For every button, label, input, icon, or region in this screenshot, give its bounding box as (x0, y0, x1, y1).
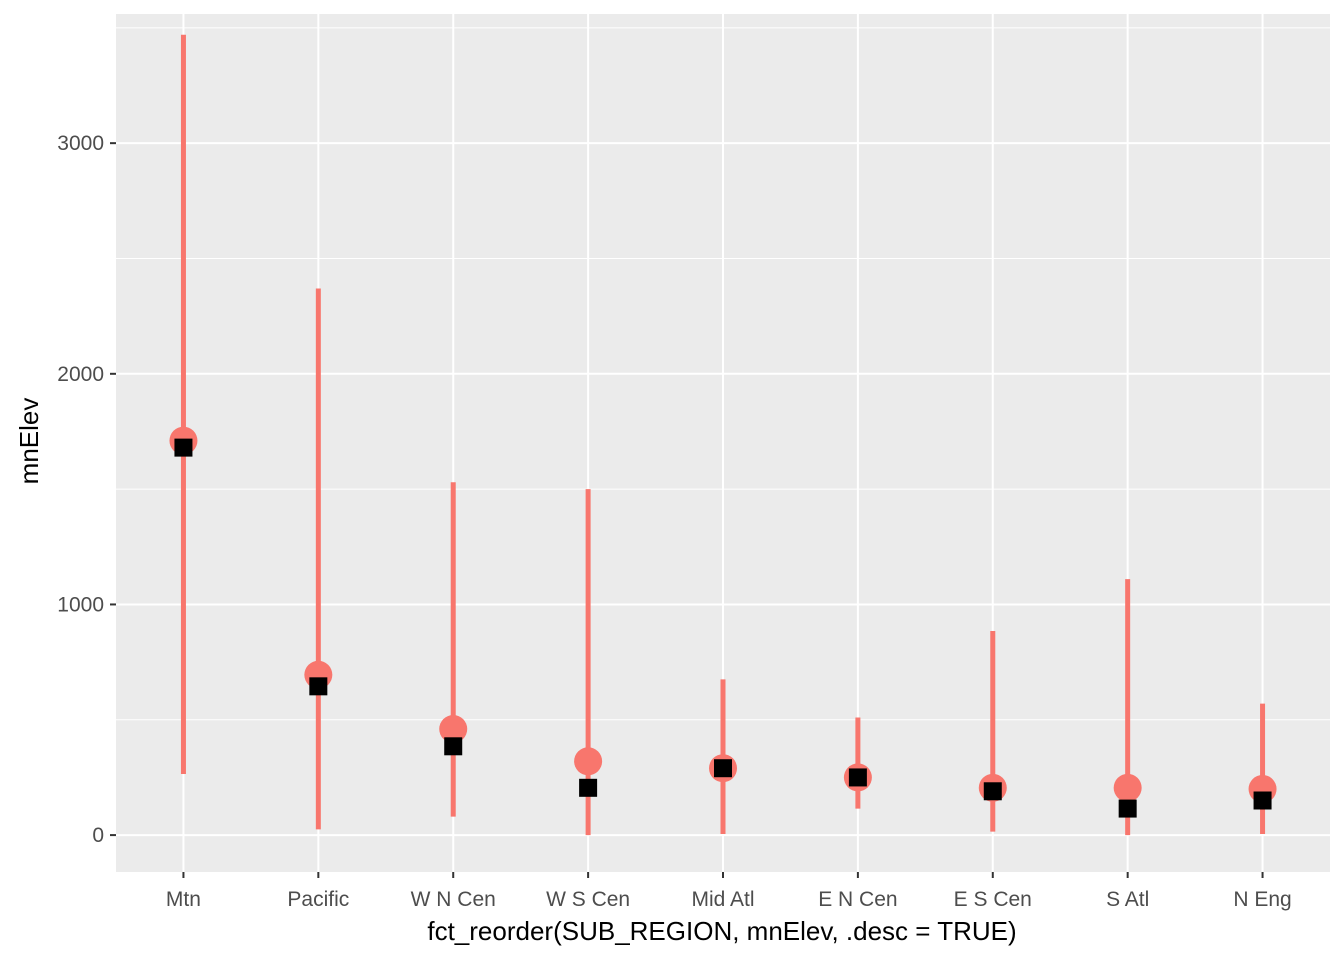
square-point (983, 782, 1002, 801)
square-point (444, 737, 463, 756)
mean-point (574, 747, 603, 776)
square-points (174, 438, 1272, 818)
x-axis-title: fct_reorder(SUB_REGION, mnElev, .desc = … (427, 916, 1016, 946)
x-tick-label: N Eng (1233, 888, 1291, 911)
x-tick-label: Mtn (166, 888, 201, 911)
x-tick-label: W S Cen (546, 888, 630, 911)
square-point (848, 768, 867, 787)
mean-point (439, 715, 468, 743)
x-tick-label: E N Cen (818, 888, 897, 911)
square-point (1118, 799, 1137, 818)
y-axis-title: mnElev (14, 398, 44, 485)
square-point (579, 778, 598, 797)
x-tick-label: Pacific (287, 888, 349, 911)
x-tick-label: Mid Atl (691, 888, 754, 911)
mean-point (1113, 773, 1142, 802)
square-point (1253, 791, 1272, 810)
y-tick-label: 1000 (57, 593, 104, 616)
x-axis: Mtn Pacific W N Cen W S Cen Mid Atl E N Cen E … (166, 872, 1292, 911)
x-tick-label: W N Cen (411, 888, 496, 911)
x-tick-label: S Atl (1106, 888, 1149, 911)
y-tick-label: 3000 (57, 132, 104, 155)
x-tick-label: E S Cen (954, 888, 1032, 911)
y-tick-label: 0 (92, 824, 104, 847)
y-axis: 0 1000 2000 3000 (57, 132, 116, 847)
square-point (174, 438, 193, 457)
square-point (309, 677, 328, 696)
y-tick-label: 2000 (57, 363, 104, 386)
square-point (714, 759, 732, 778)
